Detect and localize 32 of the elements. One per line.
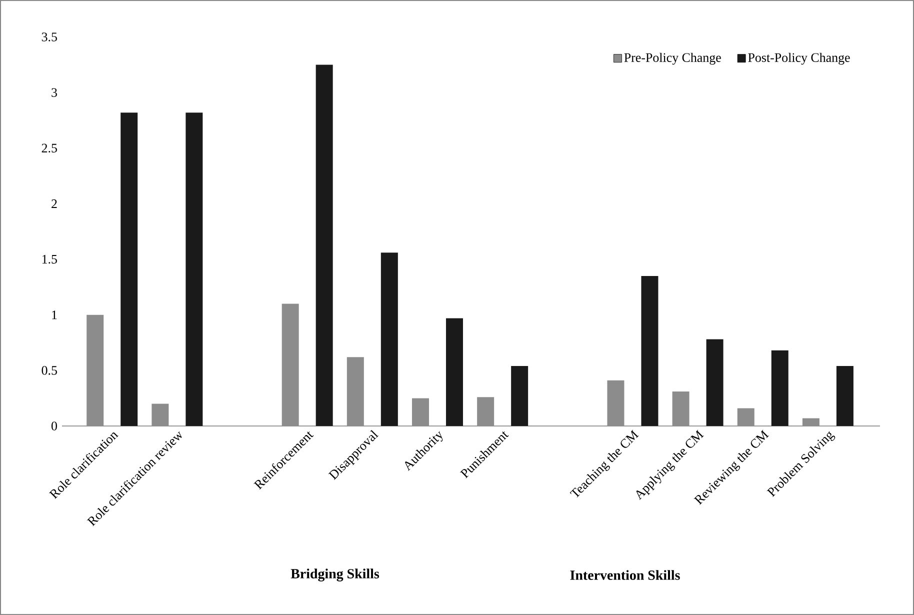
bar xyxy=(511,366,528,426)
bar xyxy=(477,397,494,426)
y-tick-label: 1.5 xyxy=(42,254,57,264)
y-tick-label: 3.5 xyxy=(42,32,57,42)
bar xyxy=(152,404,169,426)
y-tick-label: 3 xyxy=(52,88,57,97)
bar xyxy=(412,398,429,426)
bar xyxy=(706,339,724,426)
bar xyxy=(737,408,754,426)
bar xyxy=(672,392,690,426)
bar xyxy=(380,252,398,426)
y-tick-label: 0 xyxy=(52,422,57,430)
text: Bridging Skills xyxy=(290,568,380,582)
bar xyxy=(836,366,854,426)
bar xyxy=(607,380,624,426)
bar xyxy=(802,418,820,426)
legend-label: Pre-Policy Change xyxy=(624,52,721,65)
bar xyxy=(446,318,463,426)
bar xyxy=(346,357,364,426)
text: Intervention Skills xyxy=(570,570,680,580)
bar xyxy=(316,64,333,426)
bar xyxy=(282,304,299,426)
bar xyxy=(771,350,788,426)
bar xyxy=(86,314,104,426)
y-tick-label: 2 xyxy=(52,199,57,208)
legend-label: Post-Policy Change xyxy=(748,52,850,65)
bar xyxy=(186,112,203,426)
y-tick-label: 0.5 xyxy=(42,366,57,375)
y-tick-label: 1 xyxy=(52,310,57,320)
y-tick-label: 2.5 xyxy=(42,144,57,153)
bar xyxy=(641,276,658,426)
bar xyxy=(120,112,138,426)
